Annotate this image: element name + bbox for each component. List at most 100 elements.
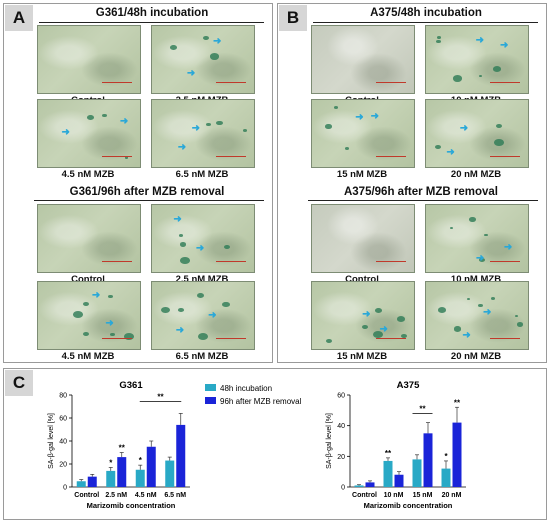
stained-cell (178, 234, 183, 238)
stained-cell (108, 294, 114, 299)
panel-a-top-title: G361/48h incubation (95, 7, 209, 19)
arrow-icon: ➜ (475, 252, 485, 264)
stained-cell (216, 120, 224, 126)
scale-bar (490, 156, 520, 157)
micrograph-caption: 15 nM MZB (336, 169, 388, 180)
stained-cell (110, 332, 116, 337)
arrow-icon: ➜ (355, 111, 364, 123)
stained-cell (478, 304, 483, 308)
panel-c: C (3, 368, 547, 520)
panel-b-bottom-rule (308, 200, 538, 201)
arrow-icon: ➜ (370, 110, 380, 122)
scale-bar (490, 82, 520, 83)
arrow-icon: ➜ (208, 310, 217, 322)
arrow-icon: ➜ (61, 126, 70, 138)
panel-a-top-rule (39, 22, 264, 23)
stained-cell (326, 338, 333, 343)
stained-cell (169, 44, 177, 50)
micrograph-b-top-2: ➜ ➜ (311, 99, 415, 168)
arrow-icon: ➜ (500, 39, 509, 51)
micrograph-b-top-1: ➜ ➜ (425, 25, 529, 94)
panel-a-label: A (5, 5, 33, 31)
stained-cell (223, 244, 230, 249)
arrow-icon: ➜ (105, 317, 114, 329)
micrograph-b-top-3: ➜ ➜ (425, 99, 529, 168)
micrograph-b-bottom-3: ➜ ➜ (425, 281, 529, 350)
stained-cell (178, 308, 184, 313)
micrograph-caption: 4.5 nM MZB (61, 351, 115, 362)
stained-cell (197, 292, 205, 298)
stained-cell (438, 307, 447, 313)
micrograph-caption: 4.5 nM MZB (61, 169, 115, 180)
stained-cell (492, 66, 501, 72)
micrograph-b-bottom-0 (311, 204, 415, 273)
scale-bar (490, 261, 520, 262)
stained-cell (469, 217, 477, 222)
panel-a-bottom-title: G361/96h after MZB removal (69, 186, 225, 198)
micrograph-a-top-2: ➜ ➜ (37, 99, 141, 168)
scale-bar (216, 261, 246, 262)
micrograph-caption: 20 nM MZB (450, 169, 502, 180)
arrow-icon: ➜ (482, 306, 492, 318)
arrow-icon: ➜ (213, 36, 222, 48)
stained-cell (209, 53, 219, 60)
stained-cell (437, 36, 442, 40)
scale-bar (102, 82, 132, 83)
stained-cell (466, 297, 470, 300)
arrow-icon: ➜ (177, 141, 187, 153)
micrograph-b-bottom-2: ➜ ➜ (311, 281, 415, 350)
micrograph-a-bottom-3: ➜ ➜ (151, 281, 255, 350)
panel-b-bottom-title: A375/96h after MZB removal (343, 186, 499, 198)
stained-cell (82, 331, 90, 337)
arrow-icon: ➜ (119, 115, 129, 127)
arrow-icon: ➜ (503, 241, 513, 253)
scale-bar (490, 338, 520, 339)
micrograph-caption: 6.5 nM MZB (175, 169, 229, 180)
micrograph-a-top-1: ➜ ➜ (151, 25, 255, 94)
micrograph-caption: Control (71, 274, 105, 285)
stained-cell (361, 324, 368, 329)
stained-cell (82, 301, 90, 307)
micrograph-caption: 6.5 nM MZB (175, 351, 229, 362)
stained-cell (401, 334, 408, 339)
stained-cell (205, 123, 211, 127)
stained-cell (453, 326, 462, 332)
micrograph-caption: 10 nM MZB (450, 274, 502, 285)
arrow-icon: ➜ (362, 308, 371, 320)
micrograph-a-bottom-0 (37, 204, 141, 273)
stained-cell (221, 301, 230, 308)
scale-bar (216, 82, 246, 83)
stained-cell (374, 308, 382, 314)
stained-cell (490, 296, 495, 300)
stained-cell (434, 145, 441, 150)
micrograph-b-top-0 (311, 25, 415, 94)
stained-cell (73, 310, 83, 318)
stained-cell (396, 316, 406, 323)
micrograph-a-bottom-1: ➜ ➜ (151, 204, 255, 273)
stained-cell (344, 147, 350, 151)
arrow-icon: ➜ (175, 324, 185, 336)
scale-bar (102, 156, 132, 157)
scale-bar (376, 261, 406, 262)
micrograph-a-bottom-2: ➜ ➜ (37, 281, 141, 350)
micrograph-caption: 2.5 nM MZB (175, 274, 229, 285)
stained-cell (373, 331, 384, 339)
scale-bar (216, 156, 246, 157)
stained-cell (436, 40, 441, 44)
stained-cell (333, 106, 338, 109)
panel-b-label: B (279, 5, 307, 31)
micrograph-caption: Control (345, 274, 379, 285)
scale-bar (376, 338, 406, 339)
stained-cell (517, 322, 524, 327)
scale-bar (216, 338, 246, 339)
arrow-icon: ➜ (462, 329, 471, 341)
micrograph-caption: 15 nM MZB (336, 351, 388, 362)
micrograph-b-bottom-1: ➜ ➜ (425, 204, 529, 273)
arrow-icon: ➜ (91, 290, 101, 302)
stained-cell (86, 115, 94, 120)
stained-cell (180, 256, 190, 264)
stained-cell (514, 314, 518, 317)
stained-cell (124, 156, 129, 159)
arrow-icon: ➜ (186, 68, 196, 80)
stained-cell (325, 124, 332, 129)
